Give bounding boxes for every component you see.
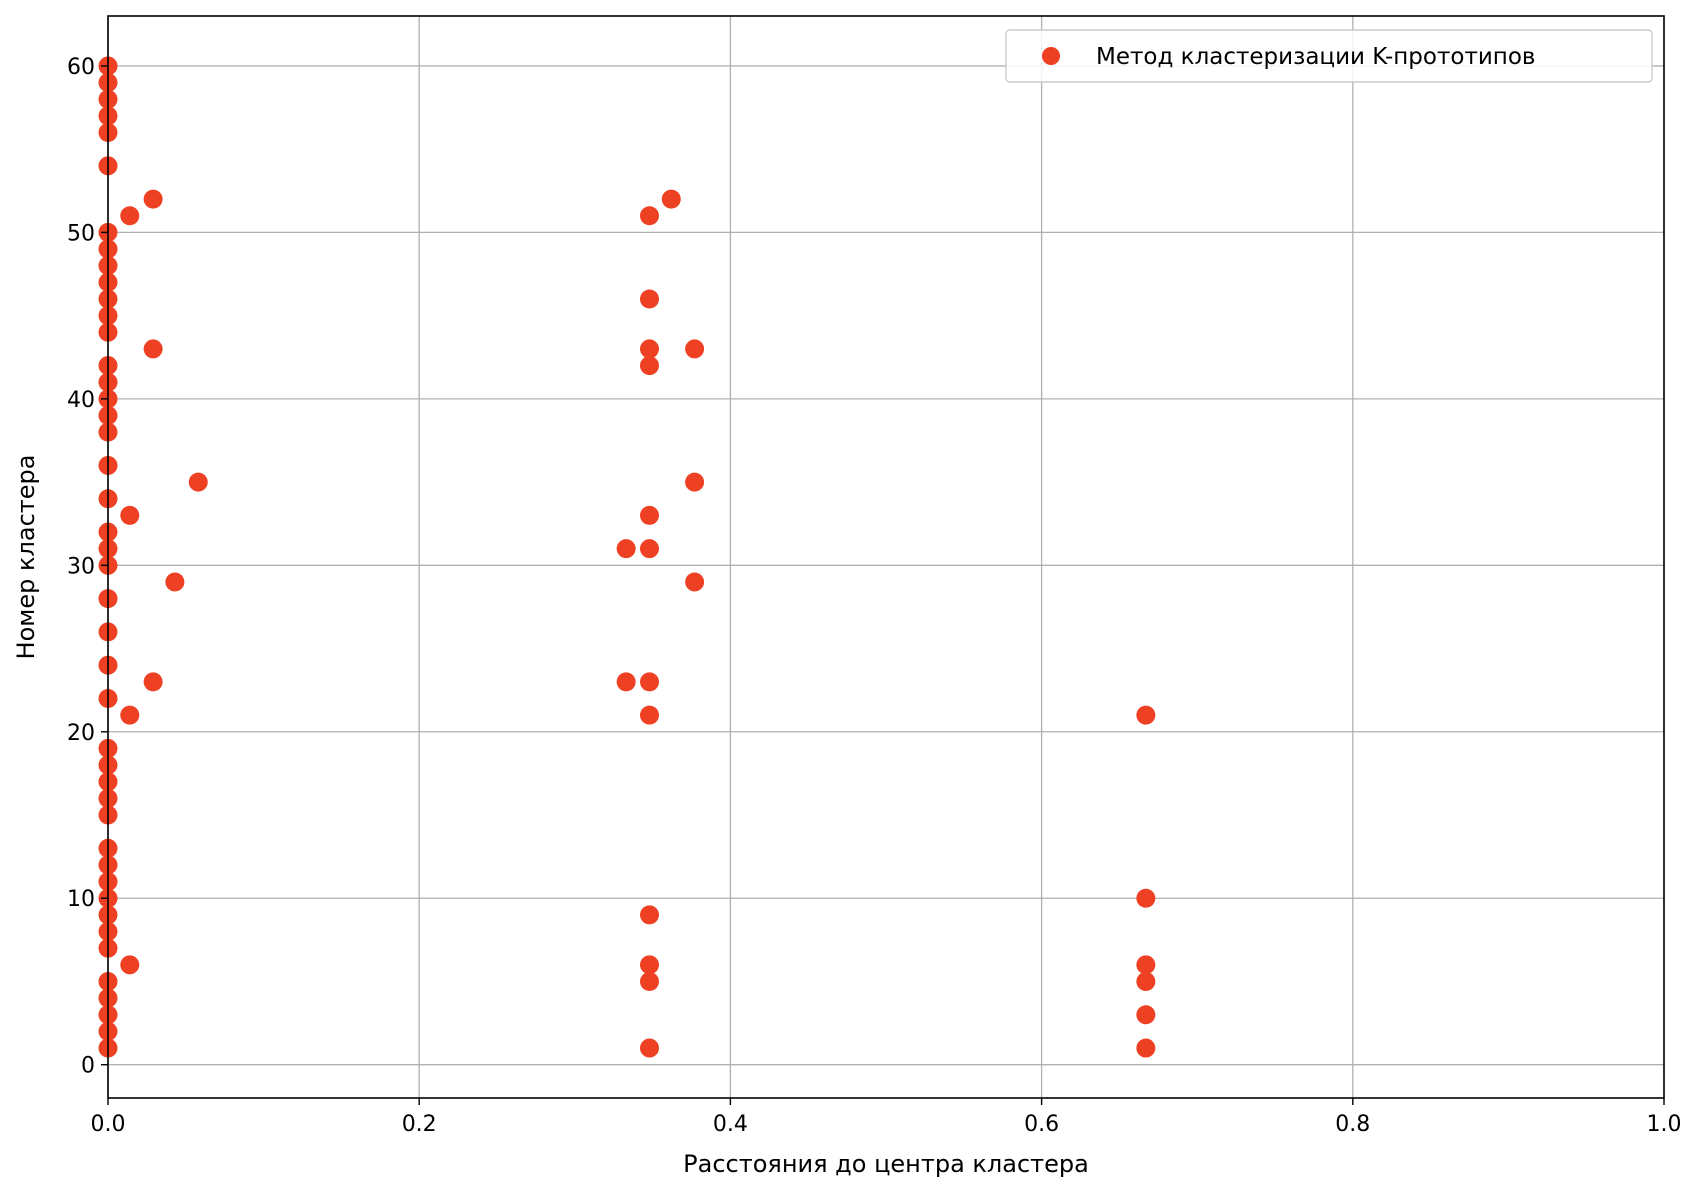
y-tick-label: 40 [67,388,95,413]
data-point [639,356,659,376]
data-point [120,505,140,525]
data-point [1136,1038,1156,1058]
x-tick-label: 0.4 [713,1112,748,1137]
data-point [639,955,659,975]
data-point [1136,971,1156,991]
data-point [120,206,140,226]
data-point [685,472,705,492]
y-tick-label: 60 [67,55,95,80]
data-point [1136,888,1156,908]
data-point [639,339,659,359]
data-point [120,705,140,725]
data-point [639,705,659,725]
x-tick-label: 1.0 [1647,1112,1682,1137]
data-point [616,539,636,559]
y-tick-label: 0 [81,1054,95,1079]
data-point [685,572,705,592]
data-point [1136,955,1156,975]
x-axis-label: Расстояния до центра кластера [683,1150,1089,1178]
x-tick-label: 0.2 [402,1112,437,1137]
data-point [661,189,681,209]
data-point [1136,705,1156,725]
legend-marker [1042,47,1060,65]
data-point [639,672,659,692]
legend-entry-label: Метод кластеризации K-прототипов [1096,44,1535,70]
data-point [639,971,659,991]
x-tick-label: 0.6 [1024,1112,1059,1137]
data-point [639,505,659,525]
y-tick-label: 50 [67,221,95,246]
data-point [639,289,659,309]
data-point [143,339,163,359]
plot-frame [107,15,1665,1099]
data-point [143,672,163,692]
legend-box [1005,29,1653,83]
x-tick-label: 0.8 [1335,1112,1370,1137]
data-points [98,56,1156,1058]
data-point [143,189,163,209]
legend: Метод кластеризации K-прототипов [1005,29,1653,83]
data-point [120,955,140,975]
y-axis-label: Номер кластера [12,455,40,660]
data-point [1136,1005,1156,1025]
axis-ticks: 0.0 0.2 0.4 0.6 0.8 1.0 0 10 20 30 40 50 60 [67,55,1682,1137]
y-tick-label: 30 [67,554,95,579]
data-point [165,572,185,592]
data-point [639,1038,659,1058]
data-point [639,905,659,925]
y-tick-label: 20 [67,721,95,746]
data-point [639,206,659,226]
x-tick-label: 0.0 [91,1112,126,1137]
data-point [639,539,659,559]
data-point [685,339,705,359]
y-tick-label: 10 [67,887,95,912]
data-point [616,672,636,692]
data-point [188,472,208,492]
